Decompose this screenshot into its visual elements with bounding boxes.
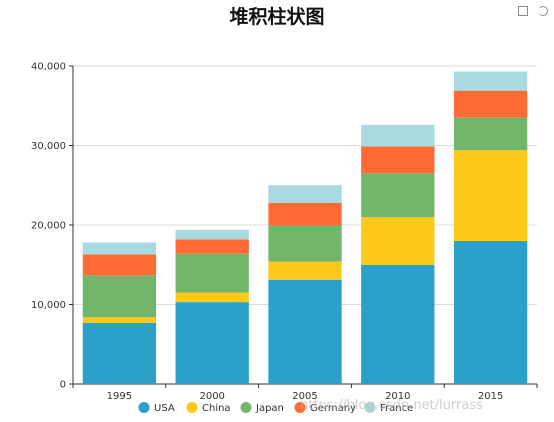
- legend-marker-germany[interactable]: [294, 402, 306, 413]
- watermark-text: https://blog.csdn.net/lurrass: [300, 398, 483, 413]
- bar-segment-japan-2005[interactable]: [268, 225, 342, 262]
- legend-label-germany[interactable]: Germany: [310, 403, 356, 414]
- chart-toolbox: [518, 6, 548, 16]
- legend-marker-japan[interactable]: [240, 402, 252, 413]
- legend-marker-china[interactable]: [186, 402, 198, 413]
- bar-segment-usa-2000[interactable]: [175, 302, 249, 384]
- bar-segment-japan-2015[interactable]: [453, 117, 528, 151]
- y-tick-label: 20,000: [31, 221, 66, 232]
- legend-label-france[interactable]: France: [380, 403, 413, 414]
- bar-segment-france-1995[interactable]: [82, 242, 157, 255]
- x-tick-label: 1995: [107, 391, 132, 402]
- x-tick-label: 2015: [478, 391, 503, 402]
- bar-segment-china-2000[interactable]: [175, 292, 249, 303]
- bar-segment-japan-2010[interactable]: [361, 173, 435, 218]
- y-tick-label: 10,000: [31, 300, 66, 311]
- save-as-image-icon[interactable]: [518, 6, 528, 16]
- legend-marker-france[interactable]: [364, 402, 376, 413]
- bar-segment-germany-2010[interactable]: [361, 146, 435, 174]
- bar-segment-germany-2015[interactable]: [453, 90, 528, 118]
- restore-icon[interactable]: [538, 6, 548, 16]
- bar-segment-china-1995[interactable]: [82, 317, 157, 323]
- bar-segment-usa-2015[interactable]: [453, 240, 528, 384]
- bar-segment-japan-1995[interactable]: [82, 275, 157, 318]
- legend-label-usa[interactable]: USA: [154, 403, 175, 414]
- y-tick-label: 30,000: [31, 141, 66, 152]
- bar-segment-france-2015[interactable]: [453, 71, 528, 91]
- legend-label-china[interactable]: China: [202, 403, 231, 414]
- bar-segment-china-2015[interactable]: [453, 150, 528, 241]
- bar-segment-usa-2005[interactable]: [268, 279, 342, 384]
- bar-segment-usa-2010[interactable]: [361, 264, 435, 384]
- bar-segment-germany-2000[interactable]: [175, 239, 249, 254]
- bar-segment-france-2000[interactable]: [175, 229, 249, 240]
- bar-segment-china-2010[interactable]: [361, 217, 435, 265]
- chart-title: 堆积柱状图: [229, 6, 325, 28]
- x-tick-label: 2010: [385, 391, 410, 402]
- bar-segment-france-2010[interactable]: [361, 124, 435, 147]
- x-tick-label: 2000: [199, 391, 224, 402]
- bar-segment-japan-2000[interactable]: [175, 253, 249, 293]
- y-tick-label: 40,000: [31, 62, 66, 73]
- x-tick-label: 2005: [292, 391, 317, 402]
- bar-segment-germany-2005[interactable]: [268, 202, 342, 225]
- legend-marker-usa[interactable]: [138, 402, 150, 413]
- legend-label-japan[interactable]: Japan: [255, 403, 284, 414]
- bar-segment-france-2005[interactable]: [268, 185, 342, 203]
- y-tick-label: 0: [60, 380, 66, 391]
- bar-segment-germany-1995[interactable]: [82, 254, 157, 276]
- bar-segment-china-2005[interactable]: [268, 261, 342, 280]
- bar-segment-usa-1995[interactable]: [82, 322, 157, 384]
